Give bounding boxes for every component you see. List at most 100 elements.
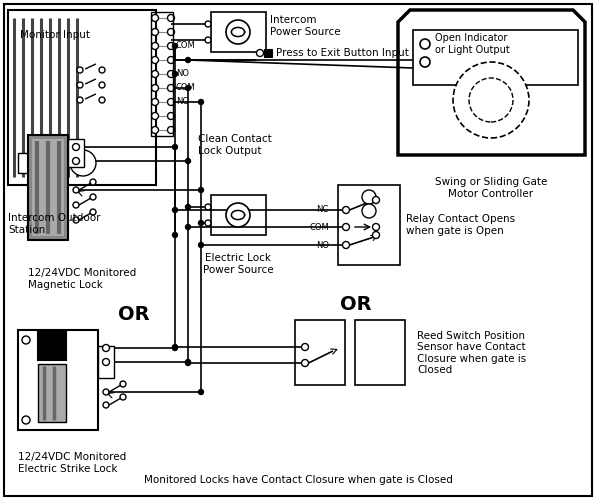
- Circle shape: [151, 14, 159, 21]
- Circle shape: [205, 220, 211, 226]
- Circle shape: [151, 112, 159, 119]
- Circle shape: [103, 344, 110, 352]
- Text: 12/24VDC Monitored
Electric Strike Lock: 12/24VDC Monitored Electric Strike Lock: [18, 452, 126, 473]
- Bar: [18, 153, 60, 173]
- Circle shape: [151, 126, 159, 134]
- Circle shape: [73, 158, 79, 164]
- Bar: [211, 195, 266, 235]
- Circle shape: [103, 402, 109, 408]
- Circle shape: [343, 242, 349, 248]
- Text: NO: NO: [176, 70, 189, 78]
- Circle shape: [205, 21, 211, 27]
- Circle shape: [172, 72, 178, 76]
- Circle shape: [167, 70, 175, 78]
- Circle shape: [302, 360, 309, 366]
- Text: COM: COM: [176, 42, 195, 50]
- Text: Monitored Locks have Contact Closure when gate is Closed: Monitored Locks have Contact Closure whe…: [144, 475, 452, 485]
- Text: NC: NC: [176, 98, 188, 106]
- Bar: [38, 332, 66, 360]
- Bar: [355, 320, 405, 385]
- Circle shape: [420, 39, 430, 49]
- Text: Press to Exit Button Input: Press to Exit Button Input: [276, 48, 409, 58]
- Circle shape: [99, 97, 105, 103]
- Text: NO: NO: [316, 240, 329, 250]
- Circle shape: [362, 204, 376, 218]
- Text: Intercom
Power Source: Intercom Power Source: [270, 15, 341, 37]
- Circle shape: [167, 56, 175, 64]
- Text: OR: OR: [118, 306, 150, 324]
- Circle shape: [343, 224, 349, 230]
- Circle shape: [90, 179, 96, 185]
- Circle shape: [172, 344, 178, 350]
- Text: Electric Lock
Power Source: Electric Lock Power Source: [203, 253, 274, 274]
- Circle shape: [77, 67, 83, 73]
- Text: COM: COM: [310, 222, 330, 232]
- Circle shape: [77, 82, 83, 88]
- Circle shape: [167, 126, 175, 134]
- Circle shape: [469, 78, 513, 122]
- Text: OR: OR: [340, 296, 372, 314]
- Circle shape: [90, 209, 96, 215]
- Circle shape: [167, 98, 175, 105]
- Text: Intercom Outdoor
Station: Intercom Outdoor Station: [8, 213, 101, 234]
- Circle shape: [226, 20, 250, 44]
- Circle shape: [103, 358, 110, 366]
- Circle shape: [453, 62, 529, 138]
- Circle shape: [151, 84, 159, 91]
- Circle shape: [151, 56, 159, 64]
- Circle shape: [205, 204, 211, 210]
- Bar: [18, 330, 98, 430]
- Circle shape: [120, 394, 126, 400]
- Text: 12/24VDC Monitored
Magnetic Lock: 12/24VDC Monitored Magnetic Lock: [28, 268, 136, 289]
- Circle shape: [256, 50, 263, 56]
- Circle shape: [120, 381, 126, 387]
- Circle shape: [167, 42, 175, 50]
- Text: Swing or Sliding Gate
Motor Controller: Swing or Sliding Gate Motor Controller: [435, 177, 547, 199]
- Circle shape: [73, 144, 79, 150]
- Bar: [8, 10, 156, 185]
- Bar: [28, 135, 68, 240]
- Circle shape: [151, 42, 159, 50]
- Circle shape: [99, 67, 105, 73]
- Bar: [295, 320, 345, 385]
- Circle shape: [302, 344, 309, 350]
- Circle shape: [73, 217, 79, 223]
- Circle shape: [226, 203, 250, 227]
- Circle shape: [167, 28, 175, 35]
- Circle shape: [362, 190, 376, 204]
- Circle shape: [185, 204, 191, 210]
- Circle shape: [185, 86, 191, 90]
- Circle shape: [372, 224, 380, 230]
- Bar: [338, 185, 400, 265]
- Circle shape: [205, 37, 211, 43]
- Circle shape: [151, 70, 159, 78]
- Circle shape: [185, 360, 191, 364]
- Circle shape: [167, 112, 175, 119]
- Circle shape: [198, 242, 203, 248]
- Bar: [32, 139, 64, 236]
- Circle shape: [343, 206, 349, 214]
- Circle shape: [172, 44, 178, 49]
- Circle shape: [73, 202, 79, 208]
- Circle shape: [22, 336, 30, 344]
- Circle shape: [73, 187, 79, 193]
- Bar: [68, 139, 84, 167]
- Circle shape: [198, 220, 203, 226]
- Circle shape: [99, 82, 105, 88]
- Circle shape: [172, 144, 178, 150]
- Circle shape: [185, 224, 191, 230]
- Bar: [413, 30, 578, 85]
- Text: Monitor Input: Monitor Input: [20, 30, 90, 40]
- Text: Open Indicator
or Light Output: Open Indicator or Light Output: [435, 33, 510, 55]
- Text: Reed Switch Position
Sensor have Contact
Closure when gate is
Closed: Reed Switch Position Sensor have Contact…: [417, 330, 526, 376]
- Circle shape: [185, 58, 191, 62]
- Circle shape: [22, 416, 30, 424]
- Circle shape: [198, 188, 203, 192]
- Bar: [264, 49, 272, 57]
- Circle shape: [198, 390, 203, 394]
- Circle shape: [103, 389, 109, 395]
- Bar: [98, 346, 114, 378]
- Circle shape: [420, 57, 430, 67]
- Bar: [151, 12, 173, 136]
- Text: Clean Contact
Lock Output: Clean Contact Lock Output: [198, 134, 272, 156]
